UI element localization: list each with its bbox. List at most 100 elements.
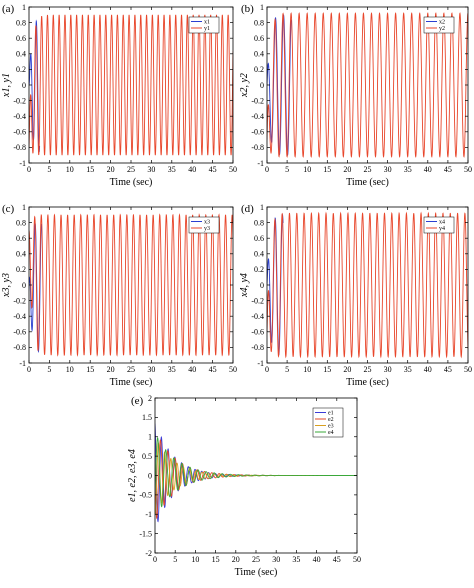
panel-label: (a) — [2, 3, 15, 15]
x-tick-label: 50 — [229, 365, 237, 374]
traces-a — [29, 14, 233, 156]
series-e3 — [155, 442, 357, 515]
x-axis-label: Time (sec) — [235, 567, 278, 578]
y-tick-label: -0.6 — [251, 328, 264, 337]
y-tick-label: -0.6 — [13, 328, 26, 337]
y-tick-label: 0.8 — [16, 218, 26, 227]
series-x2 — [267, 14, 292, 157]
x-tick-label: 45 — [444, 165, 452, 174]
y-tick-label: 0.6 — [254, 34, 264, 43]
y-axis-label: x1, y1 — [1, 73, 12, 98]
legend-label-e2: e2 — [328, 417, 334, 423]
x-tick-label: 20 — [107, 165, 115, 174]
legend-label-x3: x3 — [204, 220, 210, 226]
x-tick-label: 30 — [272, 555, 280, 564]
x-tick-label: 0 — [265, 365, 269, 374]
x-tick-label: 35 — [404, 165, 412, 174]
x-tick-label: 0 — [27, 165, 31, 174]
y-tick-label: 0 — [22, 281, 26, 290]
x-tick-label: 40 — [188, 365, 196, 374]
x-tick-label: 25 — [364, 165, 372, 174]
panel-d: 0 5 10 15 20 25 30 35 40 45 50 -1 -0.8 -0.6 -0.4 -0.2 0 0… — [239, 203, 472, 388]
x-tick-label: 25 — [252, 555, 260, 564]
legend-label-y3: y3 — [204, 226, 210, 232]
y-tick-label: -1 — [257, 159, 264, 168]
legend-label-x4: x4 — [439, 220, 445, 226]
y-tick-label: 2 — [148, 394, 152, 403]
y-tick-label: -2 — [145, 549, 152, 558]
y-tick-label: -1.5 — [139, 529, 152, 538]
x-tick-label: 5 — [47, 365, 51, 374]
y-tick-label: -0.4 — [251, 112, 264, 121]
y-tick-label: 1 — [260, 203, 264, 212]
y-tick-label: 1 — [22, 203, 26, 212]
y-tick-label: -0.8 — [251, 143, 264, 152]
traces-e — [155, 423, 357, 523]
y-tick-label: 0.4 — [254, 250, 264, 259]
y-tick-label: 0.2 — [16, 265, 26, 274]
x-tick-label: 30 — [384, 165, 392, 174]
panel-e: 0 5 10 15 20 25 30 35 40 45 50 -2 -1.5 -1 -0.5 0 0.5 1 1.5… — [127, 394, 361, 578]
y-tick-label: 0.8 — [16, 18, 26, 27]
y-tick-label: 1.5 — [142, 413, 152, 422]
y-tick-label: 0.2 — [16, 65, 26, 74]
series-y2 — [267, 12, 468, 158]
panel-label: (c) — [2, 203, 15, 215]
y-tick-label: -1 — [19, 159, 26, 168]
x-tick-label: 25 — [127, 365, 135, 374]
legend-label-e1: e1 — [328, 411, 334, 417]
x-tick-label: 45 — [209, 365, 217, 374]
x-tick-label: 35 — [404, 365, 412, 374]
x-tick-label: 40 — [188, 165, 196, 174]
series-y1 — [29, 14, 233, 156]
y-tick-label: 0.4 — [16, 250, 26, 259]
x-tick-label: 45 — [209, 165, 217, 174]
panel-b: 0 5 10 15 20 25 30 35 40 45 50 -1 -0.8 -0.6 -0.4 -0.2 0 0… — [239, 3, 472, 188]
x-tick-label: 15 — [323, 365, 331, 374]
y-tick-label: -0.8 — [13, 143, 26, 152]
legend-label-e3: e3 — [328, 424, 334, 430]
x-tick-label: 10 — [303, 365, 311, 374]
y-tick-label: 0.6 — [16, 34, 26, 43]
x-tick-label: 20 — [107, 365, 115, 374]
y-axis-label: x2, y2 — [239, 73, 250, 98]
y-tick-label: -0.4 — [251, 312, 264, 321]
x-tick-label: 0 — [153, 555, 157, 564]
x-tick-label: 50 — [353, 555, 361, 564]
series-y3 — [29, 213, 233, 357]
y-tick-label: -0.2 — [13, 296, 26, 305]
y-tick-label: -0.6 — [13, 128, 26, 137]
x-tick-label: 50 — [229, 165, 237, 174]
y-tick-label: 0.2 — [254, 265, 264, 274]
x-tick-label: 30 — [147, 365, 155, 374]
y-tick-label: -1 — [257, 359, 264, 368]
y-tick-label: 0 — [260, 81, 264, 90]
y-tick-label: 0.5 — [142, 452, 152, 461]
legend-label-y1: y1 — [204, 26, 210, 32]
y-tick-label: 0.6 — [16, 234, 26, 243]
legend-label-x1: x1 — [204, 20, 210, 26]
x-tick-label: 35 — [292, 555, 300, 564]
series-e4 — [155, 436, 357, 508]
y-tick-label: -1 — [145, 510, 152, 519]
panel-label: (d) — [241, 203, 254, 215]
y-tick-label: -0.4 — [13, 112, 26, 121]
y-tick-label: -1 — [19, 359, 26, 368]
x-tick-label: 20 — [232, 555, 240, 564]
x-axis-label: Time (sec) — [110, 377, 153, 388]
legend-label-y2: y2 — [439, 26, 445, 32]
y-tick-label: -0.2 — [251, 296, 264, 305]
x-tick-label: 35 — [168, 165, 176, 174]
x-tick-label: 40 — [313, 555, 321, 564]
x-tick-label: 50 — [464, 165, 472, 174]
x-axis-label: Time (sec) — [110, 177, 153, 188]
x-tick-label: 0 — [265, 165, 269, 174]
panel-a: 0 5 10 15 20 25 30 35 40 45 50 -1 -0.8 -0.6 -0.4 -0.2 0 0… — [1, 3, 237, 188]
y-tick-label: 0.6 — [254, 234, 264, 243]
panel-label: (b) — [241, 3, 254, 15]
